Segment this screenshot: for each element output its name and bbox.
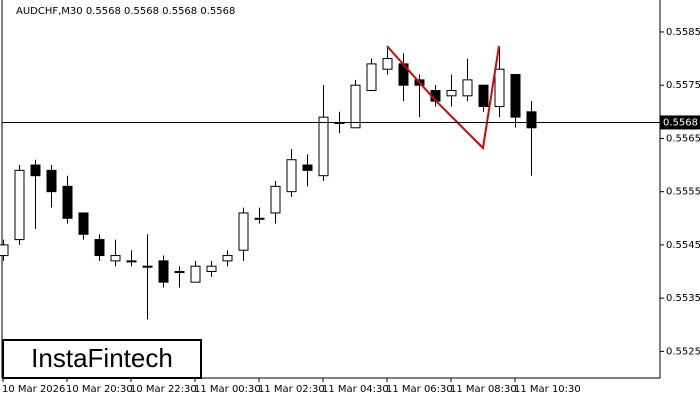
candle-body xyxy=(382,58,393,70)
y-tick-label: 0.5565 xyxy=(666,133,700,144)
candle-body xyxy=(478,84,489,107)
candle-body xyxy=(286,159,297,193)
y-tick-label: 0.5535 xyxy=(666,293,700,304)
y-tick-label: 0.5585 xyxy=(666,27,700,38)
x-tick-label: 11 Mar 10:30 xyxy=(514,384,581,395)
candle-body xyxy=(174,271,185,274)
candle-body xyxy=(62,185,73,219)
x-tick-label: 11 Mar 04:30 xyxy=(322,384,389,395)
candle-body xyxy=(366,63,377,92)
candle-body xyxy=(142,265,153,268)
candle-body xyxy=(510,74,521,118)
candle-body xyxy=(350,84,361,129)
logo-box xyxy=(2,339,202,379)
candle-body xyxy=(78,212,89,235)
candle-body xyxy=(302,164,313,171)
candle-body xyxy=(462,79,473,97)
y-tick-label: 0.5545 xyxy=(666,240,700,251)
candle-body xyxy=(494,68,505,107)
x-tick-label: 11 Mar 06:30 xyxy=(386,384,453,395)
chart-title: AUDCHF,M30 0.5568 0.5568 0.5568 0.5568 xyxy=(16,6,235,17)
candle-body xyxy=(446,90,457,97)
x-tick-label: 11 Mar 00:30 xyxy=(194,384,261,395)
price-label: 0.5568 xyxy=(663,117,698,128)
x-tick-label: 11 Mar 08:30 xyxy=(450,384,517,395)
candle-body xyxy=(222,255,233,262)
logo: InstaFintech xyxy=(31,343,173,373)
candle-body xyxy=(94,239,105,257)
x-tick-label: 11 Mar 02:30 xyxy=(258,384,325,395)
candle-body xyxy=(238,212,249,251)
y-tick-label: 0.5575 xyxy=(666,80,700,91)
candle-body xyxy=(190,265,201,283)
y-tick-label: 0.5555 xyxy=(666,187,700,198)
candle-body xyxy=(0,244,9,257)
x-tick-label: 10 Mar 2026 xyxy=(2,384,65,395)
candle-body xyxy=(158,260,169,283)
x-tick-label: 10 Mar 22:30 xyxy=(130,384,197,395)
price-label-box xyxy=(660,115,700,130)
candle-body xyxy=(126,260,137,263)
candle-body xyxy=(110,255,121,262)
plot xyxy=(0,47,537,320)
candle-body xyxy=(46,169,57,193)
candle-body xyxy=(30,164,41,177)
candle-body xyxy=(206,265,217,273)
y-tick-label: 0.5525 xyxy=(666,346,700,357)
candle-body xyxy=(14,169,25,241)
candle-body xyxy=(526,111,537,129)
pattern-line xyxy=(386,45,500,151)
candle-body xyxy=(270,185,281,214)
candle-body xyxy=(254,217,265,220)
x-tick-label: 10 Mar 20:30 xyxy=(66,384,133,395)
candle-body xyxy=(318,116,329,177)
